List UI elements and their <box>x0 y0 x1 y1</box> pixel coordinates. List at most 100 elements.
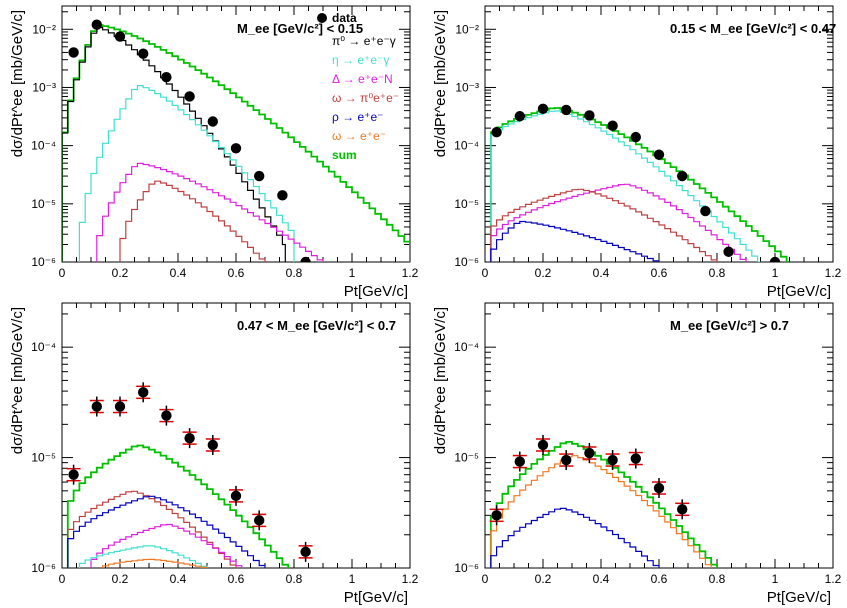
data-point <box>254 515 265 526</box>
data-point <box>584 110 595 121</box>
series-omega_ee <box>102 558 208 568</box>
data-point <box>653 149 665 160</box>
data-point <box>491 510 502 521</box>
data-point <box>230 143 242 154</box>
series-omega_ee <box>490 455 712 568</box>
x-tick-label: 0.8 <box>286 266 303 280</box>
y-tick-label: 10⁻⁵ <box>454 197 479 211</box>
data-point <box>207 116 218 127</box>
x-tick-label: 0.8 <box>286 572 303 586</box>
x-tick-label: 0.6 <box>651 266 668 280</box>
data-point <box>677 170 688 182</box>
y-tick-label: 10⁻⁶ <box>454 561 479 575</box>
x-tick-label: 0 <box>59 266 66 280</box>
chart-title: M_ee [GeV/c²] > 0.7 <box>670 318 789 333</box>
legend-label: data <box>332 11 357 25</box>
data-point <box>561 104 572 116</box>
x-tick-label: 1.2 <box>825 266 842 280</box>
y-tick-label: 10⁻⁵ <box>31 197 56 211</box>
data-point <box>161 72 172 83</box>
data-point <box>677 504 688 515</box>
y-axis-label: dσ/dPt^ee [mb/GeV/c] <box>9 10 26 157</box>
series-omega_dalitz <box>119 180 266 262</box>
legend-label: Δ → e⁺e⁻N <box>332 72 393 86</box>
x-tick-label: 0 <box>482 572 489 586</box>
data-point <box>91 19 103 30</box>
data-point <box>114 31 126 42</box>
data-point <box>300 546 311 558</box>
data-point <box>114 401 126 412</box>
series-sum <box>489 107 790 262</box>
data-point <box>300 256 311 262</box>
series-rho <box>67 495 266 568</box>
plot-frame <box>484 302 834 569</box>
y-tick-label: 10⁻⁶ <box>31 561 56 575</box>
y-tick-label: 10⁻⁴ <box>454 139 479 153</box>
plot-area <box>62 19 410 262</box>
data-point <box>230 490 242 502</box>
x-tick-label: 0.4 <box>170 572 187 586</box>
data-point <box>607 454 618 466</box>
series-delta <box>490 183 747 262</box>
data-point <box>700 205 711 217</box>
series-sum <box>62 24 410 262</box>
data-point <box>207 439 218 451</box>
data-point <box>561 454 572 466</box>
legend-label: ρ → e⁺e⁻ <box>332 110 384 124</box>
chart-title: 0.15 < M_ee [GeV/c²] < 0.47 <box>670 21 836 36</box>
data-point <box>630 453 641 464</box>
data-point <box>537 439 549 451</box>
x-axis-label: Pt[GeV/c] <box>767 589 831 606</box>
series-omega_dalitz <box>67 490 237 568</box>
x-axis-label: Pt[GeV/c] <box>344 589 408 606</box>
data-point <box>138 387 149 398</box>
series-rho <box>490 507 660 568</box>
series-eta <box>78 85 295 262</box>
plot-area <box>489 103 790 262</box>
x-tick-label: 1 <box>772 572 779 586</box>
data-point <box>514 111 525 122</box>
data-point <box>514 456 525 467</box>
y-tick-label: 10⁻⁶ <box>31 255 56 269</box>
x-axis-label: Pt[GeV/c] <box>767 283 831 300</box>
chart-panel-2: 0 0.2 0.4 0.6 0.8 1 1.2 10⁻⁶ 10⁻⁵ 10⁻⁴ 10⁻³ 10⁻² Pt[… <box>432 5 842 300</box>
y-tick-label: 10⁻⁵ <box>31 451 56 465</box>
data-point <box>723 246 734 257</box>
data-point <box>537 103 549 114</box>
y-tick-label: 10⁻⁴ <box>31 139 56 153</box>
x-tick-label: 0.6 <box>651 572 668 586</box>
y-tick-label: 10⁻⁴ <box>31 340 56 354</box>
plot-area <box>66 382 313 568</box>
series-pi0 <box>62 26 286 262</box>
x-tick-label: 1.2 <box>402 572 419 586</box>
chart-panel-1: 0 0.2 0.4 0.6 0.8 1 1.2 10⁻⁶ 10⁻⁵ 10⁻⁴ 10⁻³ 10⁻² Pt[… <box>9 5 419 300</box>
series-delta <box>90 523 243 568</box>
series-rho <box>490 220 660 262</box>
legend: data π⁰ → e⁺e⁻γ η → e⁺e⁻γ Δ → e⁺e⁻N ω → π⁰e⁺… <box>317 11 399 162</box>
x-tick-label: 0 <box>59 572 66 586</box>
x-tick-label: 1.2 <box>402 266 419 280</box>
x-tick-label: 0.6 <box>228 266 245 280</box>
legend-marker <box>317 13 327 23</box>
series-sum <box>66 444 290 568</box>
y-tick-label: 10⁻² <box>455 22 479 36</box>
series-omega_dalitz <box>490 188 718 262</box>
plot-area <box>489 435 718 568</box>
y-tick-label: 10⁻³ <box>455 80 479 94</box>
x-tick-label: 0.4 <box>593 572 610 586</box>
data-point <box>138 48 149 59</box>
y-tick-label: 10⁻³ <box>32 80 56 94</box>
y-tick-label: 10⁻² <box>32 22 56 36</box>
x-tick-label: 0.2 <box>535 266 552 280</box>
plot-frame <box>61 302 411 569</box>
data-point <box>91 401 103 412</box>
x-tick-label: 0.6 <box>228 572 245 586</box>
data-point <box>491 127 502 138</box>
x-tick-label: 0.2 <box>112 572 129 586</box>
x-tick-label: 0 <box>482 266 489 280</box>
x-axis-label: Pt[GeV/c] <box>344 283 408 300</box>
chart-title: 0.47 < M_ee [GeV/c²] < 0.7 <box>237 318 396 333</box>
chart-panel-3: 0 0.2 0.4 0.6 0.8 1 1.2 10⁻⁶ 10⁻⁵ 10⁻⁴ Pt[GeV/c] dσ… <box>9 302 419 606</box>
x-tick-label: 1 <box>349 572 356 586</box>
series-eta <box>78 545 208 568</box>
